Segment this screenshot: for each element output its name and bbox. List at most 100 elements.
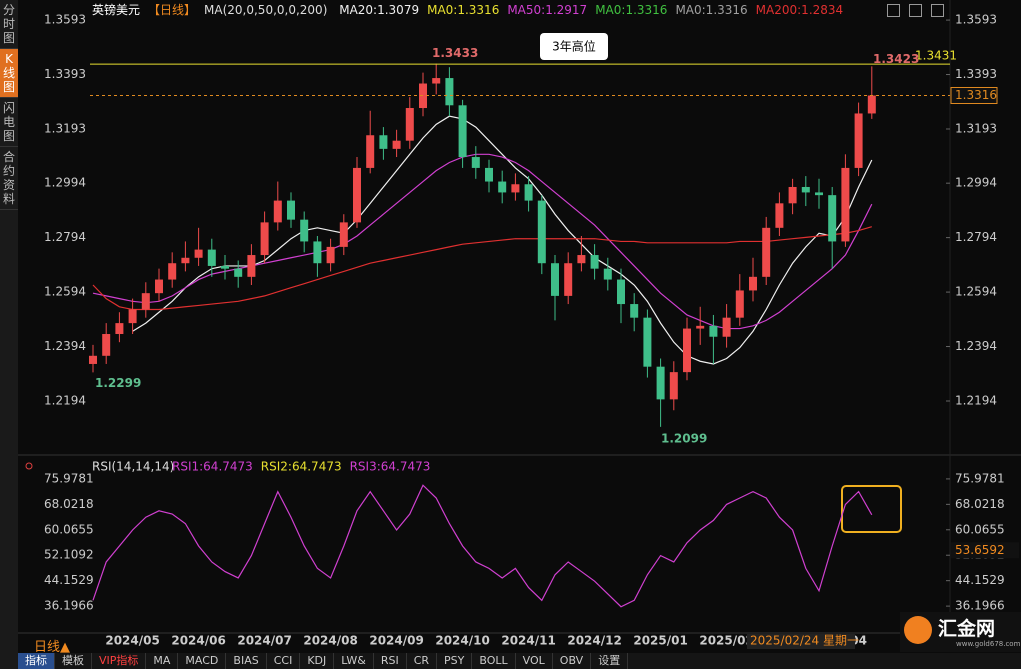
toolbar-button[interactable]: OBV [553,653,592,669]
y-tick-label: 1.3393 [955,67,997,81]
candle-body [260,222,269,256]
extreme-label: 1.2299 [95,376,141,390]
toolbar-button[interactable]: MACD [178,653,227,669]
toolbar-button[interactable]: VIP指标 [92,653,147,669]
toolbar-button[interactable]: PSY [437,653,473,669]
x-tick-label: 2024/05 [105,634,159,648]
tab[interactable]: K线图 [0,49,18,98]
candle-body [247,255,256,277]
candle-body [603,268,612,280]
x-tick-label: 2024/12 [567,634,621,648]
candle-body [854,113,863,168]
ma-line [92,153,873,330]
y-tick-label: 68.0218 [44,497,94,511]
candle-body [735,290,744,318]
reference-label: 1.3431 [915,49,957,63]
candle-body [656,366,665,400]
candle-body [155,279,163,294]
extreme-label: 1.3433 [432,46,478,60]
extreme-label: 1.3423 [873,52,919,66]
x-tick-label: 2024/07 [237,634,291,648]
legend-item: MA0:1.3316 [427,3,500,17]
icon[interactable] [931,4,944,17]
icon[interactable] [909,4,922,17]
highlight-box [841,485,902,533]
toolbar-button[interactable]: 指标 [18,653,55,669]
candle-body [511,184,520,193]
x-tick-label: 2024/06 [171,634,225,648]
candle-body [353,167,361,223]
y-tick-label: 75.9781 [44,471,94,485]
x-tick-label: 2024/10 [435,634,489,648]
toolbar-button[interactable]: RSI [374,653,407,669]
tab[interactable]: 合约资料 [0,147,18,210]
candle-body [617,279,625,305]
y-tick-label: 1.2994 [44,176,86,190]
candle-body [89,355,97,364]
candle-body [339,222,348,247]
toolbar-button[interactable]: VOL [516,653,553,669]
candle-body [485,167,493,182]
candle-body [669,372,678,400]
pane-title: RSI(14,14,14) [92,460,174,474]
tab[interactable]: 分时图 [0,0,18,49]
y-tick-label: 1.2794 [44,230,86,244]
candle-body [313,241,322,264]
candle-body [392,140,401,149]
candle-body [379,135,388,149]
legend-item: RSI1:64.7473 [172,460,253,474]
toolbar-button[interactable]: KDJ [300,653,335,669]
y-tick-label: 1.3593 [955,13,997,27]
cursor-box [747,634,855,649]
cursor-value: 53.6592 [955,543,1005,557]
toolbar-button[interactable]: BOLL [472,653,516,669]
toolbar-button[interactable]: BIAS [226,653,267,669]
legend-item: MA0:1.3316 [675,3,748,17]
legend-item: MA50:1.2917 [507,3,588,17]
candle-body [221,265,229,269]
candle-body [590,255,599,269]
y-tick-label: 1.3193 [44,121,86,135]
candle-body [445,78,454,106]
period[interactable]: 【日线】 [148,3,197,17]
toolbar-button[interactable]: CR [407,653,438,669]
candle-body [828,195,837,242]
x-tick-label: 2024/11 [501,634,555,648]
y-tick-label: 1.2594 [955,285,997,299]
candle-body [762,227,771,277]
logo-url: www.gold678.com [956,640,1021,648]
y-tick-label: 44.1529 [44,573,94,587]
y-tick-label: 1.3393 [44,67,86,81]
candle-body [207,249,216,266]
candle-body [551,263,559,296]
y-tick-label: 1.3193 [955,121,997,135]
tab[interactable]: 闪电图 [0,98,18,147]
candle-body [815,192,823,196]
symbol: 英镑美元 [92,3,141,17]
x-tick-label: 2025/02 [699,634,753,648]
toolbar-button[interactable]: LW& [334,653,374,669]
candle-body [102,334,111,356]
candle-body [537,200,546,264]
footer-period[interactable]: 日线▲ [34,640,70,655]
icon[interactable] [887,4,900,17]
legend-item: RSI2:64.7473 [261,460,342,474]
toolbar-button[interactable]: 模板 [55,653,92,669]
toolbar-button[interactable]: 设置 [591,653,629,669]
candle-body [498,181,507,193]
candle-body [366,135,375,168]
ma-line [132,115,873,365]
annotation-box [540,33,608,60]
legend-item: MA20:1.3079 [339,3,420,17]
pane-marker [25,462,33,470]
y-tick-label: 1.3593 [44,13,86,27]
logo-name: 汇金网 [938,618,996,640]
candle-body [696,325,705,329]
y-tick-label: 60.0655 [44,522,94,536]
price-box [950,86,998,104]
toolbar-button[interactable]: MA [146,653,179,669]
y-tick-label: 44.1529 [955,573,1005,587]
toolbar-button[interactable]: CCI [267,653,301,669]
